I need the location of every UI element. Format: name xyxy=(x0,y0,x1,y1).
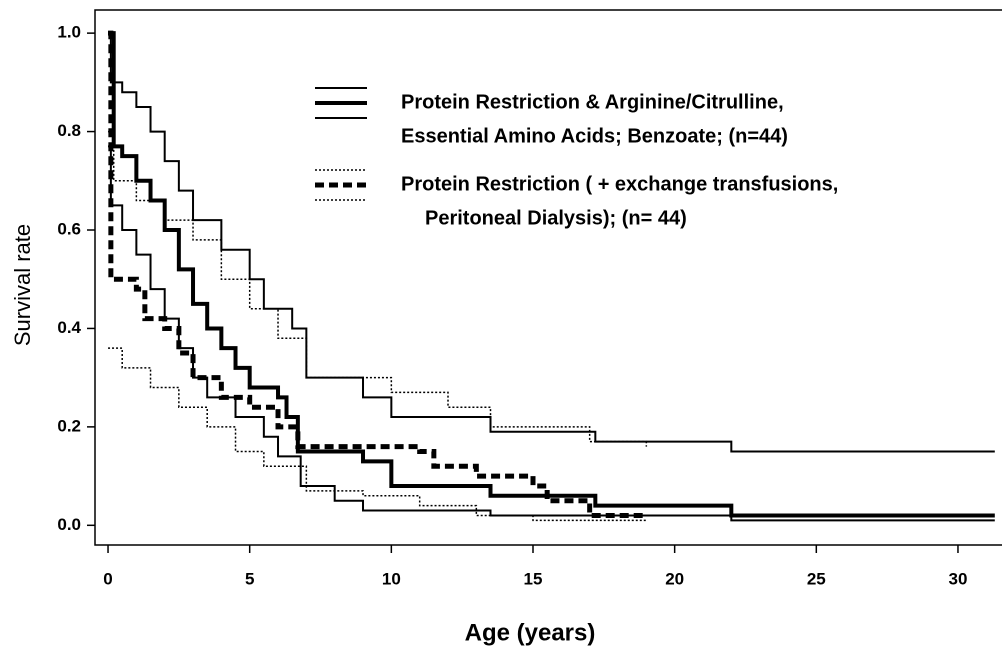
y-tick-label: 0.4 xyxy=(57,318,81,337)
y-axis-label: Survival rate xyxy=(10,224,35,346)
survival-curve xyxy=(108,32,995,453)
y-tick-label: 0.2 xyxy=(57,416,81,435)
x-axis-label: Age (years) xyxy=(465,619,596,646)
survival-curve xyxy=(108,31,995,518)
legend-label: Protein Restriction & Arginine/Citrullin… xyxy=(401,91,784,113)
y-tick-label: 0.6 xyxy=(57,219,81,238)
survival-curve xyxy=(108,145,995,522)
legend-label: Protein Restriction ( + exchange transfu… xyxy=(401,173,838,195)
x-tick-label: 5 xyxy=(245,569,254,588)
x-tick-label: 0 xyxy=(103,569,112,588)
x-tick-label: 20 xyxy=(665,569,684,588)
y-tick-label: 1.0 xyxy=(57,23,81,42)
legend-label: Peritoneal Dialysis); (n= 44) xyxy=(425,207,687,229)
x-tick-label: 25 xyxy=(807,569,826,588)
plot-frame xyxy=(94,9,1002,546)
x-tick-label: 15 xyxy=(524,569,543,588)
y-tick-label: 0.8 xyxy=(57,121,81,140)
y-tick-label: 0.0 xyxy=(57,515,81,534)
x-tick-label: 10 xyxy=(382,569,401,588)
x-tick-label: 30 xyxy=(949,569,968,588)
survival-curve xyxy=(108,30,647,518)
legend-label: Essential Amino Acids; Benzoate; (n=44) xyxy=(401,125,788,147)
